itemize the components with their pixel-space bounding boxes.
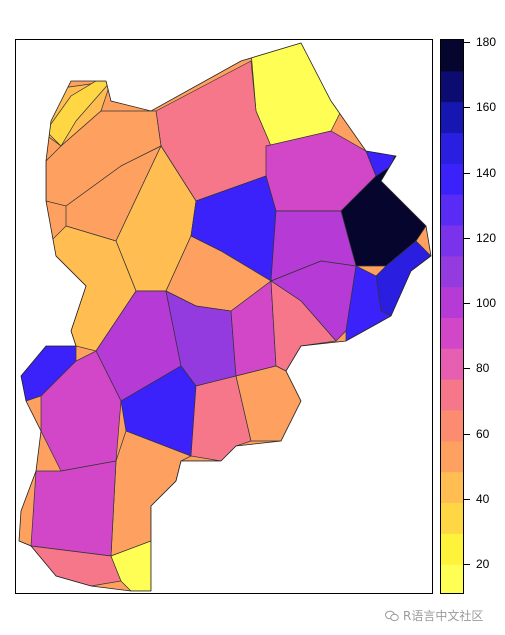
legend-swatch: [441, 564, 463, 593]
map-regions: [19, 43, 431, 591]
legend-tick-label: 40: [476, 492, 490, 507]
region-south-yellow-small: [175, 460, 222, 482]
watermark: R语言中文社区: [385, 607, 483, 624]
map-outline: [18, 42, 432, 592]
legend-tick-label: 80: [476, 361, 490, 376]
legend-swatch: [441, 286, 463, 318]
legend-tick-label: 120: [476, 230, 497, 245]
legend-tick: [464, 172, 470, 174]
legend-swatch: [441, 317, 463, 349]
region-southwest-magenta-b: [30, 460, 117, 557]
legend-swatch: [441, 255, 463, 288]
legend-swatch: [441, 440, 463, 473]
legend-tick-label: 100: [476, 296, 497, 311]
legend-tick: [464, 42, 470, 43]
legend-tick-label: 20: [476, 557, 490, 572]
legend-swatch: [441, 101, 463, 133]
legend-tick-label: 180: [476, 35, 497, 49]
color-legend-axis: 20 40 60 80 100 120 140 160 180: [464, 35, 504, 594]
legend-swatch: [441, 410, 463, 442]
region-southwest-magenta: [40, 350, 122, 472]
color-legend-bar: [440, 39, 464, 594]
watermark-text: R语言中文社区: [403, 609, 484, 623]
legend-swatch: [441, 163, 463, 195]
legend-tick: [464, 303, 470, 305]
legend-tick: [464, 237, 470, 239]
map-panel: [15, 39, 433, 594]
legend-swatch: [441, 132, 463, 164]
legend-swatch: [441, 70, 463, 103]
legend-tick-label: 60: [476, 426, 490, 441]
legend-tick: [464, 499, 470, 501]
legend-swatch: [441, 379, 463, 411]
legend-tick: [464, 564, 470, 566]
region-far-south-yellow: [110, 540, 152, 591]
legend-swatch: [441, 194, 463, 226]
wechat-icon: [385, 610, 399, 621]
legend-tick-label: 160: [476, 100, 497, 115]
legend-swatches: [441, 40, 463, 593]
legend-swatch: [441, 502, 463, 534]
legend-tick-label: 140: [476, 165, 497, 180]
legend-swatch: [441, 40, 463, 72]
legend-tick: [464, 433, 470, 435]
legend-swatch: [441, 533, 463, 565]
legend-swatch: [441, 348, 463, 380]
legend-tick: [464, 107, 470, 109]
legend-swatch: [441, 225, 463, 257]
legend-tick: [464, 368, 470, 370]
legend-swatch: [441, 471, 463, 503]
choropleth-map: [18, 42, 432, 592]
